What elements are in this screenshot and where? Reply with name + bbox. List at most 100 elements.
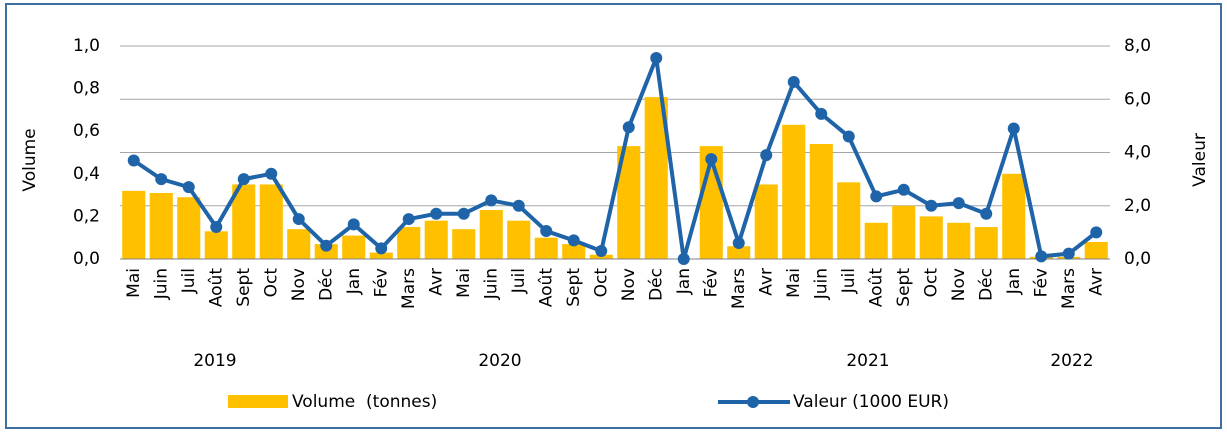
marker xyxy=(182,181,195,194)
bar xyxy=(287,229,311,259)
x-tick-label: Mars xyxy=(399,268,419,309)
bar xyxy=(754,184,778,259)
x-tick-label: Août xyxy=(866,268,886,308)
y-axis-label: Volume xyxy=(20,128,40,191)
marker xyxy=(815,107,828,120)
y-tick-label: 0,8 xyxy=(73,79,100,99)
marker xyxy=(430,207,443,220)
frame xyxy=(5,3,1222,429)
marker xyxy=(870,190,883,203)
x-tick-label: Avr xyxy=(1086,268,1106,296)
x-group-label: 2022 xyxy=(1050,351,1093,371)
x-tick-label: Nov xyxy=(289,268,309,301)
bar xyxy=(397,227,421,259)
marker xyxy=(787,75,800,88)
x-tick-label: Déc xyxy=(646,268,666,301)
bar xyxy=(149,192,173,259)
bar xyxy=(452,229,476,259)
marker xyxy=(512,199,525,212)
bar xyxy=(919,216,943,259)
marker xyxy=(1035,250,1048,263)
legend-swatch xyxy=(228,395,288,408)
marker xyxy=(897,183,910,196)
x-tick-label: Mars xyxy=(729,268,749,309)
y2-axis-label: Valeur xyxy=(1190,133,1210,187)
marker xyxy=(595,245,608,258)
bar xyxy=(369,252,393,259)
bar xyxy=(534,237,558,259)
y-tick-label: 1,0 xyxy=(73,36,100,56)
y2-tick-label: 6,0 xyxy=(1124,89,1151,109)
legend-marker xyxy=(747,396,759,408)
bar xyxy=(122,190,146,259)
x-group-label: 2020 xyxy=(478,351,521,371)
marker xyxy=(732,237,745,250)
marker xyxy=(457,207,470,220)
bar xyxy=(864,222,888,259)
x-tick-label: Août xyxy=(536,268,556,308)
bar xyxy=(809,143,833,259)
legend-label: Volume (tonnes) xyxy=(292,392,437,412)
bar xyxy=(892,205,916,259)
x-tick-label: Jan xyxy=(674,268,694,295)
marker xyxy=(567,234,580,247)
x-tick-label: Jan xyxy=(1004,268,1024,295)
marker xyxy=(925,199,938,212)
marker xyxy=(237,173,250,186)
marker xyxy=(1090,226,1103,239)
x-tick-label: Jan xyxy=(344,268,364,295)
bar xyxy=(727,246,751,259)
bar xyxy=(837,182,861,259)
marker xyxy=(402,213,415,226)
marker xyxy=(127,154,140,167)
x-tick-label: Mai xyxy=(454,268,474,298)
marker xyxy=(1007,122,1020,135)
x-tick-label: Mai xyxy=(124,268,144,298)
marker xyxy=(705,153,718,166)
x-tick-label: Juin xyxy=(481,268,501,300)
marker xyxy=(292,213,305,226)
marker xyxy=(375,242,388,255)
x-tick-label: Déc xyxy=(316,268,336,301)
marker xyxy=(265,167,278,180)
x-tick-label: Juil xyxy=(839,268,859,294)
x-tick-label: Juin xyxy=(811,268,831,300)
y-tick-label: 0,0 xyxy=(73,249,100,269)
x-tick-label: Avr xyxy=(426,268,446,296)
bar xyxy=(562,244,586,259)
marker xyxy=(622,121,635,134)
x-tick-label: Sept xyxy=(894,268,914,307)
bar xyxy=(617,146,641,259)
x-tick-label: Déc xyxy=(976,268,996,301)
marker xyxy=(485,194,498,207)
x-tick-label: Août xyxy=(206,268,226,308)
x-tick-label: Fév xyxy=(701,268,721,297)
bar xyxy=(782,124,806,259)
y-tick-label: 0,2 xyxy=(73,206,100,226)
x-tick-label: Juin xyxy=(151,268,171,300)
x-tick-label: Oct xyxy=(261,268,281,298)
marker xyxy=(842,130,855,143)
x-tick-label: Oct xyxy=(921,268,941,298)
x-tick-label: Juil xyxy=(509,268,529,294)
x-tick-label: Sept xyxy=(234,268,254,307)
marker xyxy=(320,239,333,252)
marker xyxy=(760,149,773,162)
x-tick-label: Nov xyxy=(619,268,639,301)
bar xyxy=(204,231,228,259)
x-tick-label: Avr xyxy=(756,268,776,296)
marker xyxy=(210,221,223,234)
bar xyxy=(259,184,283,259)
marker xyxy=(677,253,690,265)
bar xyxy=(1002,173,1026,259)
y-tick-label: 0,4 xyxy=(73,164,100,184)
x-tick-label: Sept xyxy=(564,268,584,307)
x-tick-label: Nov xyxy=(949,268,969,301)
y2-tick-label: 8,0 xyxy=(1124,36,1151,56)
x-tick-label: Juil xyxy=(179,268,199,294)
bar xyxy=(507,220,531,259)
marker xyxy=(155,173,168,186)
x-tick-label: Mars xyxy=(1059,268,1079,309)
legend-label: Valeur (1000 EUR) xyxy=(793,392,949,412)
